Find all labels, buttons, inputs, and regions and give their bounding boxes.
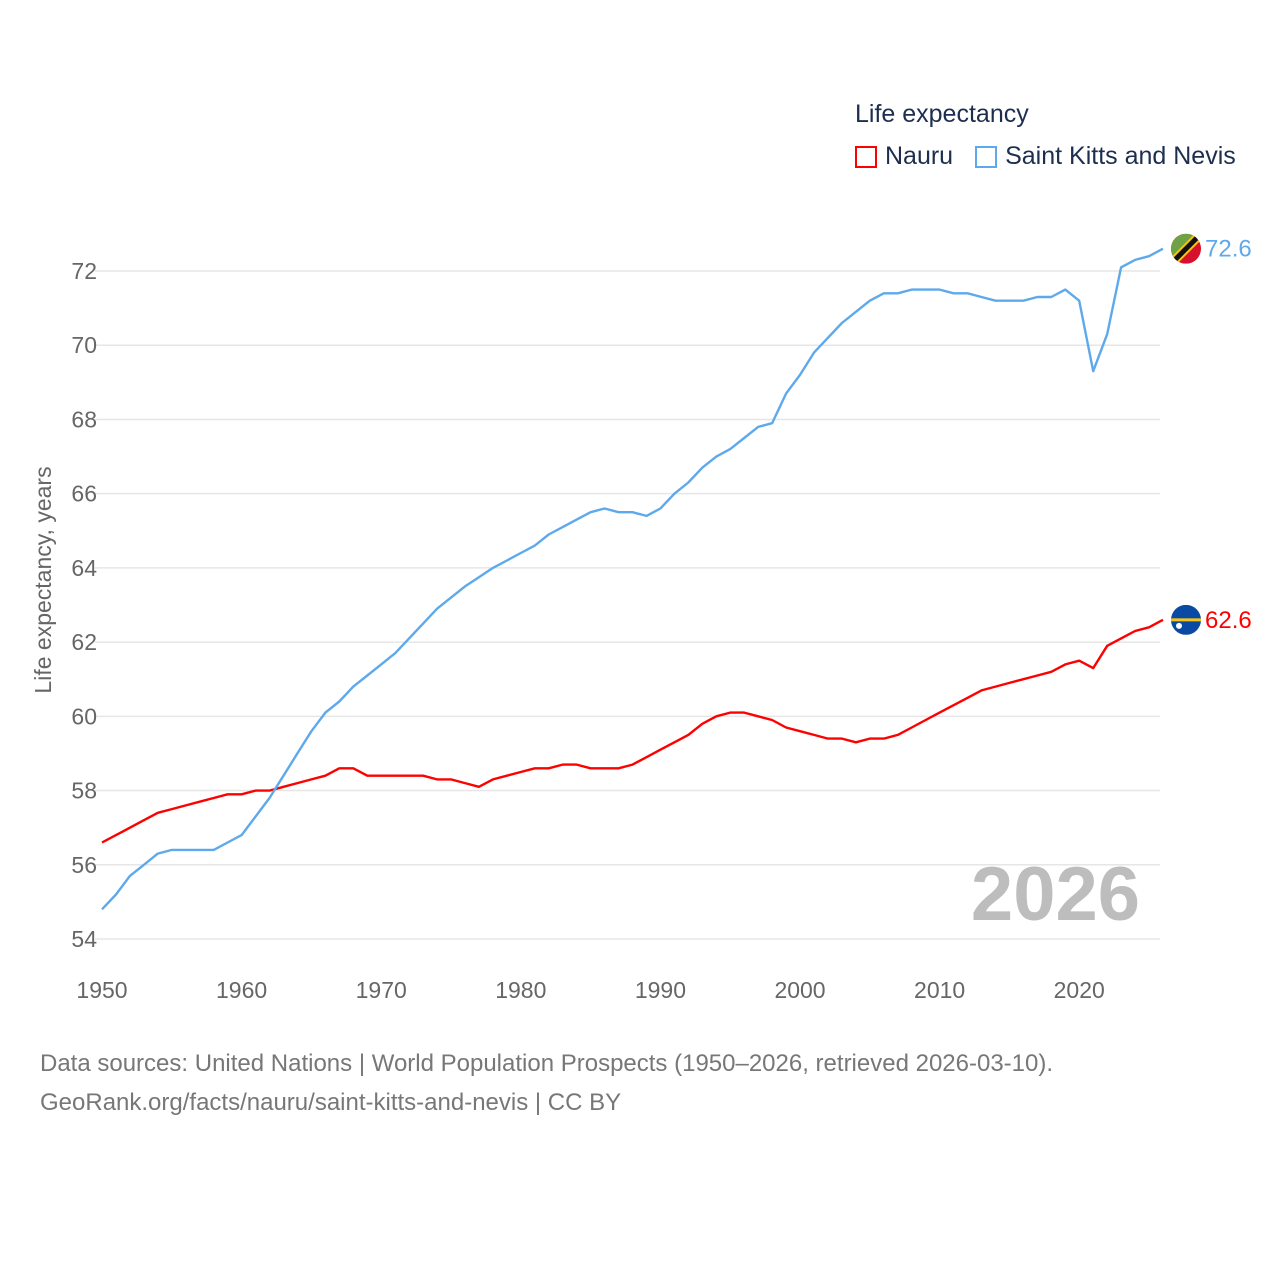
legend-label-nauru: Nauru — [885, 142, 954, 170]
legend-swatch-saint-kitts-and-nevis — [975, 145, 998, 168]
y-tick-label: 60 — [71, 703, 97, 729]
saint-kitts-and-nevis-flag-icon — [1171, 233, 1201, 264]
y-tick-label: 56 — [71, 852, 97, 878]
legend-label-saint-kitts-and-nevis: Saint Kitts and Nevis — [1005, 142, 1236, 170]
data-source-text: Data sources: United Nations | World Pop… — [40, 1050, 1054, 1077]
x-tick-label: 1980 — [495, 977, 546, 1003]
y-tick-label: 64 — [71, 555, 97, 581]
x-tick-label: 2000 — [774, 977, 825, 1003]
footer: Data sources: United Nations | World Pop… — [40, 1044, 1053, 1122]
x-tick-label: 1950 — [76, 977, 127, 1003]
end-value-label-saint-kitts-and-nevis: 72.6 — [1205, 236, 1252, 263]
x-tick-label: 1990 — [635, 977, 686, 1003]
y-tick-label: 66 — [71, 481, 97, 507]
nauru-flag-icon — [1171, 604, 1201, 635]
y-tick-label: 72 — [71, 258, 97, 284]
legend-item-nauru[interactable]: Nauru — [855, 142, 953, 171]
y-tick-label: 58 — [71, 778, 97, 804]
x-tick-label: 2010 — [914, 977, 965, 1003]
y-axis-label: Life expectancy, years — [30, 466, 56, 693]
x-tick-label: 1960 — [216, 977, 267, 1003]
legend-title: Life expectancy — [855, 100, 1029, 128]
x-tick-label: 1970 — [356, 977, 407, 1003]
legend: Nauru Saint Kitts and Nevis — [855, 142, 1258, 171]
gridlines — [95, 270, 1160, 940]
y-tick-label: 70 — [71, 332, 97, 358]
y-tick-label: 62 — [71, 629, 97, 655]
y-tick-label: 68 — [71, 406, 97, 432]
y-axis-ticks: 54 56 58 60 62 64 66 68 70 72 — [71, 258, 97, 952]
year-watermark: 2026 — [971, 852, 1140, 937]
series-end-markers: 62.6 72.6 — [1171, 233, 1252, 635]
series-lines — [101, 247, 1164, 911]
series-line-nauru — [101, 618, 1164, 844]
x-axis-ticks: 1950 1960 1970 1980 1990 2000 2010 2020 — [76, 977, 1104, 1003]
source-link[interactable]: GeoRank.org/facts/nauru/saint-kitts-and-… — [40, 1089, 622, 1116]
series-line-saint-kitts-and-nevis — [101, 247, 1164, 911]
legend-item-saint-kitts-and-nevis[interactable]: Saint Kitts and Nevis — [975, 142, 1236, 171]
end-value-label-nauru: 62.6 — [1205, 607, 1252, 634]
x-tick-label: 2020 — [1054, 977, 1105, 1003]
y-tick-label: 54 — [71, 926, 97, 952]
legend-swatch-nauru — [855, 145, 877, 168]
